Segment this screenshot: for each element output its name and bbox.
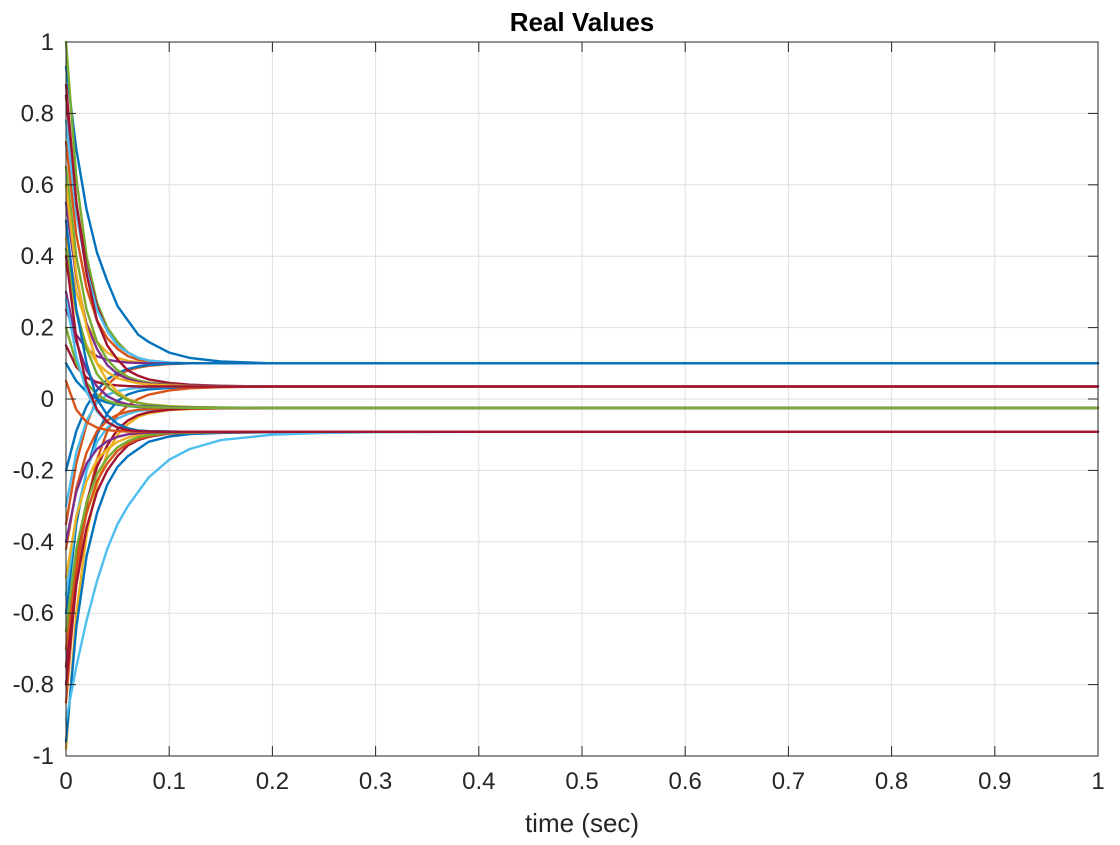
x-tick-label: 0.5 xyxy=(565,768,598,795)
series-line-37 xyxy=(64,255,1100,433)
chart-title: Real Values xyxy=(510,7,655,37)
series-line-26 xyxy=(64,326,1100,410)
x-tick-label: 0.2 xyxy=(256,768,289,795)
y-tick-label: -0.6 xyxy=(13,600,54,627)
y-tick-label: -0.2 xyxy=(13,457,54,484)
x-tick-label: 1 xyxy=(1091,768,1104,795)
y-tick-label: 0.6 xyxy=(21,172,54,199)
y-tick-label: 0.2 xyxy=(21,315,54,342)
y-tick-label: 0.4 xyxy=(21,243,54,270)
x-tick-label: 0.3 xyxy=(359,768,392,795)
x-tick-label: 0.9 xyxy=(978,768,1011,795)
x-tick-label: 0.1 xyxy=(153,768,186,795)
series-line-9 xyxy=(64,362,1100,472)
y-tick-label: 1 xyxy=(41,29,54,56)
y-tick-label: 0.8 xyxy=(21,100,54,127)
x-tick-label: 0.6 xyxy=(669,768,702,795)
series-group xyxy=(64,40,1100,751)
y-tick-label: -0.4 xyxy=(13,529,54,556)
x-tick-label: 0.8 xyxy=(875,768,908,795)
y-tick-label: -1 xyxy=(33,743,54,770)
y-tick-label: -0.8 xyxy=(13,672,54,699)
x-tick-label: 0.7 xyxy=(772,768,805,795)
x-tick-label: 0 xyxy=(59,768,72,795)
series-line-17 xyxy=(64,344,1100,388)
ticks: 0 0.1 0.2 0.3 0.4 0.5 0.6 0.7 0.8 0.9 1 1 0.8 0.6 0.4 0… xyxy=(13,29,1105,795)
x-axis-label: time (sec) xyxy=(525,808,639,838)
x-tick-label: 0.4 xyxy=(462,768,495,795)
y-tick-label: 0 xyxy=(41,386,54,413)
